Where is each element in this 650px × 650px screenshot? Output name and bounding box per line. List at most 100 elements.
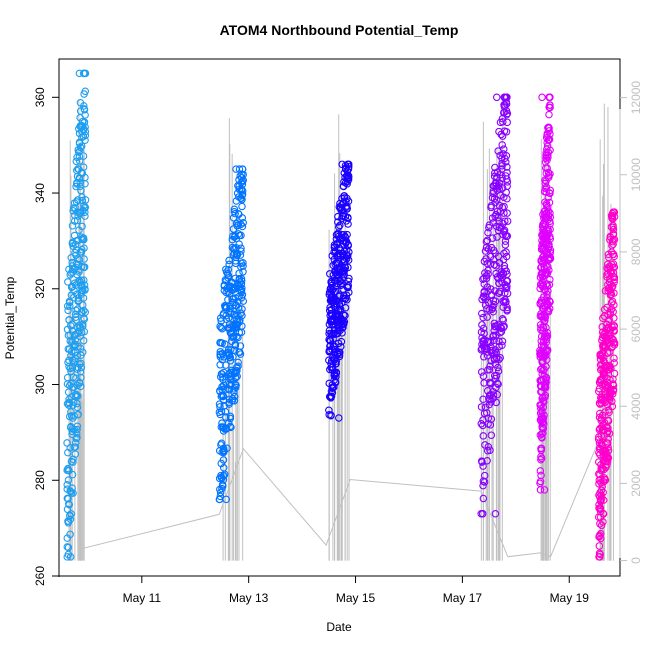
x-tick-label: May 15 (336, 591, 376, 605)
data-point (81, 196, 90, 204)
data-point (610, 235, 619, 244)
y-right-tick-label: 0 (629, 557, 643, 564)
data-point (502, 98, 511, 106)
data-point (539, 226, 547, 234)
data-point (501, 241, 510, 249)
data-point (222, 303, 231, 312)
y-tick-label: 360 (33, 87, 47, 107)
data-point (340, 291, 348, 300)
data-point (74, 294, 83, 302)
x-tick-label: May 13 (229, 591, 269, 605)
y-right-tick-label: 6000 (629, 315, 643, 342)
data-point (342, 291, 351, 300)
data-point (73, 365, 81, 373)
x-tick-label: May 19 (550, 591, 590, 605)
data-point (543, 290, 551, 298)
data-point (218, 480, 227, 489)
data-point (596, 553, 604, 561)
data-point (479, 462, 487, 470)
data-point (68, 427, 76, 436)
data-point (344, 281, 353, 290)
data-point (542, 177, 550, 185)
data-point (221, 413, 230, 421)
data-point (480, 478, 489, 486)
data-point (215, 446, 224, 455)
data-point (598, 349, 607, 357)
data-point (492, 210, 500, 219)
data-point (536, 273, 545, 282)
data-point (545, 93, 554, 102)
data-points (63, 69, 619, 561)
data-point (232, 363, 241, 372)
data-point (498, 184, 507, 192)
data-point (220, 381, 228, 390)
data-point (495, 259, 504, 267)
data-point (483, 313, 492, 321)
data-point (495, 185, 503, 193)
data-point (231, 259, 240, 268)
data-point (237, 309, 245, 318)
data-point (332, 231, 341, 239)
data-point (503, 163, 511, 171)
data-point (489, 307, 497, 316)
data-point (64, 306, 72, 315)
data-point (63, 302, 72, 310)
data-point (335, 203, 344, 211)
data-point (65, 398, 73, 407)
data-point (489, 246, 498, 255)
data-point (542, 199, 551, 208)
y-tick-label: 280 (33, 470, 47, 490)
data-point (326, 284, 335, 293)
data-point (542, 376, 550, 384)
data-point (495, 201, 504, 210)
data-point (340, 192, 348, 200)
data-point (72, 429, 81, 438)
data-point (602, 453, 611, 462)
data-point (231, 340, 240, 349)
data-point (608, 209, 617, 218)
data-point (332, 258, 341, 267)
data-point (477, 403, 486, 411)
data-point (609, 240, 617, 248)
data-point (66, 302, 74, 310)
data-point (81, 173, 89, 182)
data-point (71, 248, 79, 257)
data-point (479, 416, 487, 424)
data-point (499, 227, 508, 235)
data-point (599, 464, 607, 473)
data-point (602, 390, 610, 398)
data-point (536, 346, 544, 355)
data-point (229, 321, 237, 329)
data-point (596, 534, 605, 543)
data-point (610, 208, 618, 216)
y-right-tick-label: 4000 (629, 393, 643, 420)
data-point (503, 118, 511, 127)
data-point (543, 203, 552, 211)
data-point (79, 132, 88, 141)
data-point (219, 448, 228, 456)
data-point (81, 111, 89, 119)
data-point (81, 208, 89, 216)
data-point (77, 359, 85, 368)
data-point (597, 395, 606, 403)
data-point (541, 384, 550, 392)
data-point (216, 347, 225, 356)
data-point (477, 328, 486, 336)
data-point (478, 368, 486, 376)
data-point (536, 284, 544, 293)
data-point (72, 390, 80, 399)
data-point (239, 170, 247, 179)
data-point (486, 378, 494, 387)
data-point (499, 118, 507, 126)
data-point (239, 297, 248, 305)
data-point (604, 384, 613, 392)
data-point (77, 122, 85, 130)
data-point (68, 327, 77, 335)
data-point (218, 349, 227, 358)
data-point (609, 231, 618, 239)
data-point (538, 280, 546, 289)
data-point (218, 382, 226, 391)
data-point (72, 434, 80, 443)
data-point (598, 447, 607, 456)
data-point (222, 495, 230, 504)
